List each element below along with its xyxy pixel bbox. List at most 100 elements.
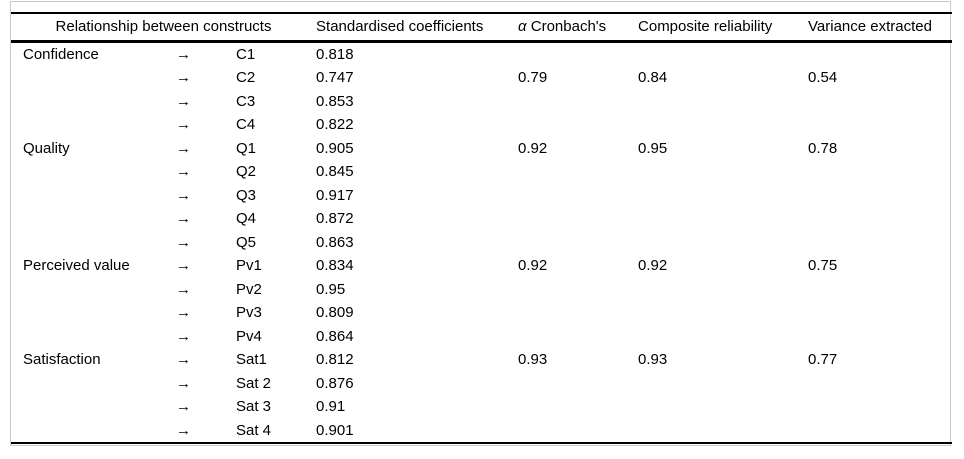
coefficient-cell: 0.834 — [316, 257, 354, 275]
item-cell: Q5 — [236, 233, 257, 251]
variance-extracted-cell — [808, 419, 952, 444]
coefficient-cell: 0.853 — [316, 92, 354, 110]
variance-extracted-cell — [808, 395, 952, 419]
arrow-icon: → — [176, 398, 191, 416]
composite-reliability-cell — [638, 231, 808, 255]
item-cell: C2 — [236, 69, 256, 87]
item-cell: Sat 2 — [236, 374, 272, 392]
item-cell: C3 — [236, 92, 256, 110]
table-row: → Q2 0.845 — [11, 160, 952, 184]
construct-cell — [11, 207, 176, 231]
item-cell: Sat1 — [236, 351, 267, 369]
variance-extracted-cell: 0.77 — [808, 351, 838, 369]
variance-extracted-cell — [808, 207, 952, 231]
arrow-icon: → — [176, 351, 191, 369]
coefficient-cell: 0.809 — [316, 304, 354, 322]
item-cell: Q2 — [236, 163, 257, 181]
constructs-reliability-table: Relationship between constructs Standard… — [11, 12, 953, 444]
construct-cell — [11, 301, 176, 325]
composite-reliability-cell — [638, 90, 808, 114]
arrow-icon: → — [176, 421, 191, 439]
variance-extracted-cell — [808, 41, 952, 66]
item-cell: C4 — [236, 116, 256, 134]
coefficient-cell: 0.95 — [316, 280, 346, 298]
cronbach-alpha-cell: 0.93 — [518, 351, 548, 369]
arrow-icon: → — [176, 186, 191, 204]
composite-reliability-cell: 0.93 — [638, 351, 668, 369]
cronbach-alpha-cell — [518, 113, 638, 137]
table-body: Confidence → C1 0.818 → C2 0.747 0.79 0.84 0.54 → C… — [11, 41, 952, 443]
construct-cell — [11, 160, 176, 184]
variance-extracted-cell — [808, 372, 952, 396]
coefficient-cell: 0.812 — [316, 351, 354, 369]
coefficient-cell: 0.917 — [316, 186, 354, 204]
reliability-table-figure: Relationship between constructs Standard… — [10, 1, 953, 446]
item-cell: Pv3 — [236, 304, 262, 322]
cronbach-alpha-cell — [518, 207, 638, 231]
construct-cell — [11, 325, 176, 349]
variance-extracted-cell — [808, 278, 952, 302]
arrow-icon: → — [176, 374, 191, 392]
table-row: → Q4 0.872 — [11, 207, 952, 231]
table-row: → Pv2 0.95 — [11, 278, 952, 302]
arrow-icon: → — [176, 139, 191, 157]
coefficient-cell: 0.901 — [316, 421, 354, 439]
construct-cell: Quality — [23, 139, 70, 157]
cronbach-alpha-cell: 0.92 — [518, 139, 548, 157]
arrow-icon: → — [176, 45, 191, 63]
composite-reliability-cell — [638, 419, 808, 444]
construct-cell — [11, 113, 176, 137]
variance-extracted-cell — [808, 325, 952, 349]
construct-cell — [11, 231, 176, 255]
header-cronbachs-alpha: α Cronbach's — [518, 13, 638, 41]
composite-reliability-cell — [638, 207, 808, 231]
cronbach-alpha-cell — [518, 41, 638, 66]
coefficient-cell: 0.747 — [316, 69, 354, 87]
cronbach-alpha-cell: 0.79 — [518, 69, 548, 87]
cronbach-alpha-cell — [518, 301, 638, 325]
composite-reliability-cell — [638, 41, 808, 66]
construct-cell — [11, 395, 176, 419]
coefficient-cell: 0.876 — [316, 374, 354, 392]
variance-extracted-cell: 0.75 — [808, 257, 838, 275]
table-row: → Pv4 0.864 — [11, 325, 952, 349]
table-row: → C4 0.822 — [11, 113, 952, 137]
alpha-symbol: α — [518, 18, 527, 36]
cronbach-alpha-cell: 0.92 — [518, 257, 548, 275]
table-row: Satisfaction → Sat1 0.812 0.93 0.93 0.77 — [11, 348, 952, 372]
cronbach-alpha-cell — [518, 395, 638, 419]
item-cell: Pv4 — [236, 327, 262, 345]
variance-extracted-cell — [808, 113, 952, 137]
arrow-icon: → — [176, 280, 191, 298]
table-row: → Sat 3 0.91 — [11, 395, 952, 419]
composite-reliability-cell — [638, 184, 808, 208]
construct-cell: Perceived value — [23, 257, 130, 275]
item-cell: Pv1 — [236, 257, 262, 275]
coefficient-cell: 0.845 — [316, 163, 354, 181]
variance-extracted-cell: 0.54 — [808, 69, 838, 87]
header-row: Relationship between constructs Standard… — [11, 13, 953, 41]
coefficient-cell: 0.872 — [316, 210, 354, 228]
coefficient-cell: 0.864 — [316, 327, 354, 345]
variance-extracted-cell — [808, 231, 952, 255]
coefficient-cell: 0.91 — [316, 398, 346, 416]
cronbachs-label: Cronbach's — [526, 18, 607, 36]
arrow-icon: → — [176, 163, 191, 181]
cronbach-alpha-cell — [518, 231, 638, 255]
header-standardised-coefficients: Standardised coefficients — [316, 18, 484, 36]
item-cell: Q3 — [236, 186, 257, 204]
composite-reliability-cell — [638, 372, 808, 396]
table-row: → Sat 2 0.876 — [11, 372, 952, 396]
arrow-icon: → — [176, 116, 191, 134]
header-variance-extracted: Variance extracted — [808, 18, 932, 36]
variance-extracted-cell — [808, 184, 952, 208]
table-row: Quality → Q1 0.905 0.92 0.95 0.78 — [11, 137, 952, 161]
table-row: Confidence → C1 0.818 — [11, 41, 952, 66]
cronbach-alpha-cell — [518, 419, 638, 444]
cronbach-alpha-cell — [518, 184, 638, 208]
construct-cell: Satisfaction — [23, 351, 101, 369]
cronbach-alpha-cell — [518, 160, 638, 184]
construct-cell — [11, 278, 176, 302]
variance-extracted-cell: 0.78 — [808, 139, 838, 157]
